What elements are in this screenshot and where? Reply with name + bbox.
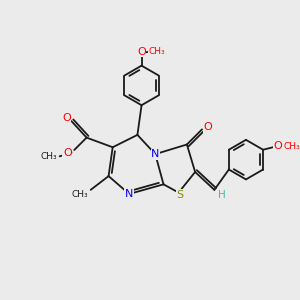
Text: CH₃: CH₃ xyxy=(72,190,88,199)
Text: O: O xyxy=(273,141,282,151)
Text: CH₃: CH₃ xyxy=(40,152,57,161)
Text: O: O xyxy=(62,113,71,123)
Text: O: O xyxy=(63,148,72,158)
Text: N: N xyxy=(151,149,160,159)
Text: CH₃: CH₃ xyxy=(284,142,300,152)
Text: CH₃: CH₃ xyxy=(148,47,165,56)
Text: O: O xyxy=(137,47,146,57)
Text: S: S xyxy=(176,190,184,200)
Text: H: H xyxy=(218,190,226,200)
Text: O: O xyxy=(204,122,212,132)
Text: N: N xyxy=(125,189,134,199)
